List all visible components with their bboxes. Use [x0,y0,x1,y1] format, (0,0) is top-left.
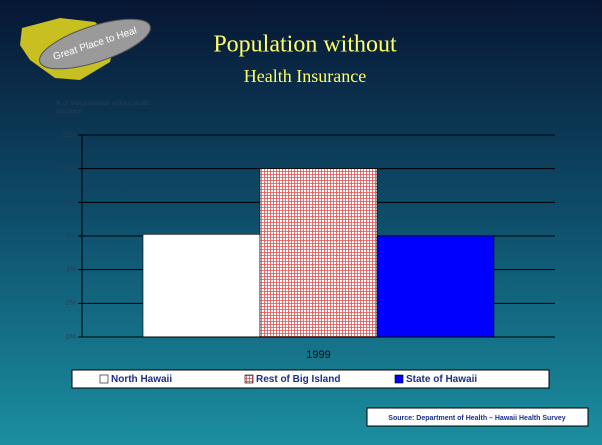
y-tick-label: 2% [66,300,76,307]
y-tick-label: 8% [66,199,76,206]
logo-oval [39,18,151,70]
legend-swatch [99,374,109,384]
legend-swatch [394,374,404,384]
legend-label: North Hawaii [111,374,172,385]
y-label-box: % of total population without health ins… [56,101,150,115]
legend-swatch [244,374,254,384]
y-tick-label: 12% [62,132,76,139]
legend-box [71,369,550,389]
source-box [366,407,589,427]
y-axis-label: % of total population without health ins… [56,101,150,115]
chart-title: Population without [213,32,397,58]
y-tick-label: 10% [62,166,76,173]
bar [376,235,495,338]
bar [259,168,378,338]
bar [142,234,261,338]
x-tick-label: 1999 [306,349,330,361]
legend-label: State of Hawaii [406,374,477,385]
y-tick-label: 4% [66,267,76,274]
y-tick-label: 6% [66,233,76,240]
source: Source: Department of Health – Hawaii He… [388,415,565,422]
legend-label: Rest of Big Island [256,374,340,385]
chart-subtitle: Health Insurance [244,66,366,86]
y-tick-label: 0% [66,334,76,341]
